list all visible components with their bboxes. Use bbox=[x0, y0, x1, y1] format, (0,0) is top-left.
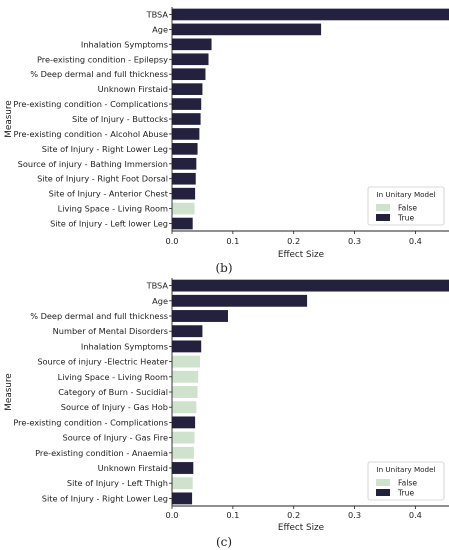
x-axis-label: Effect Size bbox=[278, 250, 324, 260]
category-label: Living Space - Living Room bbox=[58, 372, 168, 382]
category-label: Source of Injury - Gas Hob bbox=[61, 402, 168, 412]
bar bbox=[172, 23, 322, 36]
bar bbox=[172, 386, 198, 398]
category-label: Age bbox=[152, 24, 168, 34]
bar bbox=[172, 355, 200, 368]
category-label: Pre-existing condition - Alcohol Abuse bbox=[14, 129, 169, 139]
bar bbox=[172, 202, 195, 215]
bar bbox=[172, 401, 197, 414]
x-tick-label: 0.3 bbox=[348, 510, 361, 520]
legend-entry: True bbox=[397, 214, 414, 223]
category-label: Living Space - Living Room bbox=[58, 204, 168, 214]
bar bbox=[172, 492, 193, 505]
category-label: Pre-existing condition - Epilepsy bbox=[37, 54, 168, 64]
bar bbox=[172, 325, 203, 338]
legend-title: In Unitary Model bbox=[376, 465, 435, 474]
x-tick-label: 0.4 bbox=[409, 510, 422, 520]
category-label: TBSA bbox=[146, 9, 169, 19]
bar bbox=[172, 38, 212, 51]
bar bbox=[172, 462, 194, 474]
bar bbox=[172, 294, 308, 307]
x-tick-label: 0.1 bbox=[226, 510, 239, 520]
y-axis-label: Measure bbox=[4, 373, 14, 410]
x-tick-label: 0.2 bbox=[287, 236, 300, 246]
bar bbox=[172, 340, 202, 353]
bar bbox=[172, 83, 203, 95]
category-label: Pre-existing condition - Complications bbox=[13, 417, 168, 427]
category-label: % Deep dermal and full thickness bbox=[30, 311, 168, 321]
category-label: Site of Injury - Left Thigh bbox=[67, 478, 168, 488]
figure-caption: (b) bbox=[215, 261, 232, 275]
category-label: Unknown Firstaid bbox=[98, 463, 168, 473]
x-tick-label: 0.0 bbox=[165, 236, 178, 246]
category-label: Age bbox=[152, 296, 168, 306]
bar bbox=[172, 143, 198, 155]
bar bbox=[172, 279, 449, 292]
bar bbox=[172, 431, 195, 444]
category-label: Site of Injury - Left lower Leg bbox=[50, 219, 168, 229]
bar bbox=[172, 310, 228, 322]
category-label: TBSA bbox=[146, 281, 169, 291]
x-tick-label: 0.2 bbox=[287, 510, 300, 520]
bar bbox=[172, 217, 193, 230]
bar bbox=[172, 370, 199, 383]
bar bbox=[172, 477, 193, 490]
bar bbox=[172, 113, 201, 125]
category-label: Source of injury -Electric Heater bbox=[37, 357, 168, 367]
bar bbox=[172, 128, 200, 140]
category-label: Source of injury - Bathing Immersion bbox=[18, 159, 168, 169]
category-label: Inhalation Symptoms bbox=[81, 341, 168, 351]
category-label: Unknown Firstaid bbox=[98, 84, 168, 94]
x-tick-label: 0.3 bbox=[348, 236, 361, 246]
bar bbox=[172, 68, 206, 81]
category-label: Category of Burn - Sucidial bbox=[58, 387, 168, 397]
chart-b: TBSA Age Inhalation Symptoms Pre-existing c… bbox=[4, 7, 449, 275]
x-axis-label: Effect Size bbox=[278, 523, 324, 533]
x-tick-label: 0.0 bbox=[165, 510, 178, 520]
category-label: Site of Injury - Anterior Chest bbox=[49, 189, 169, 199]
bar bbox=[172, 172, 196, 185]
chart-c: TBSA Age % Deep dermal and full thickness N… bbox=[4, 278, 449, 549]
bar bbox=[172, 98, 202, 110]
x-tick-label: 0.4 bbox=[409, 236, 422, 246]
category-label: Site of Injury - Right Foot Dorsal bbox=[37, 174, 168, 184]
category-label: Site of Injury - Buttocks bbox=[72, 114, 168, 124]
legend-entry: True bbox=[397, 489, 414, 498]
legend-title: In Unitary Model bbox=[376, 190, 435, 199]
bar bbox=[172, 416, 196, 429]
category-label: Source of Injury - Gas Fire bbox=[63, 433, 169, 443]
legend-swatch bbox=[376, 489, 390, 496]
y-axis-label: Measure bbox=[4, 100, 14, 137]
bar bbox=[172, 187, 196, 200]
category-label: Number of Mental Disorders bbox=[53, 326, 168, 336]
category-label: Pre-existing condition - Complications bbox=[13, 99, 168, 109]
category-label: Pre-existing condition - Anaemia bbox=[35, 448, 168, 458]
bar bbox=[172, 446, 194, 459]
legend-entry: False bbox=[398, 479, 417, 488]
x-tick-label: 0.1 bbox=[226, 236, 239, 246]
legend-swatch bbox=[376, 204, 390, 211]
legend-entry: False bbox=[398, 204, 417, 213]
bar bbox=[172, 8, 449, 21]
bar bbox=[172, 157, 197, 170]
category-label: % Deep dermal and full thickness bbox=[30, 69, 168, 79]
category-label: Site of Injury - Right Lower Leg bbox=[42, 493, 168, 503]
legend-swatch bbox=[376, 214, 390, 221]
category-label: Site of Injury - Right Lower Leg bbox=[42, 144, 168, 154]
bar bbox=[172, 53, 209, 66]
category-label: Inhalation Symptoms bbox=[81, 39, 168, 49]
legend-swatch bbox=[376, 479, 390, 486]
figure-caption: (c) bbox=[216, 535, 232, 549]
